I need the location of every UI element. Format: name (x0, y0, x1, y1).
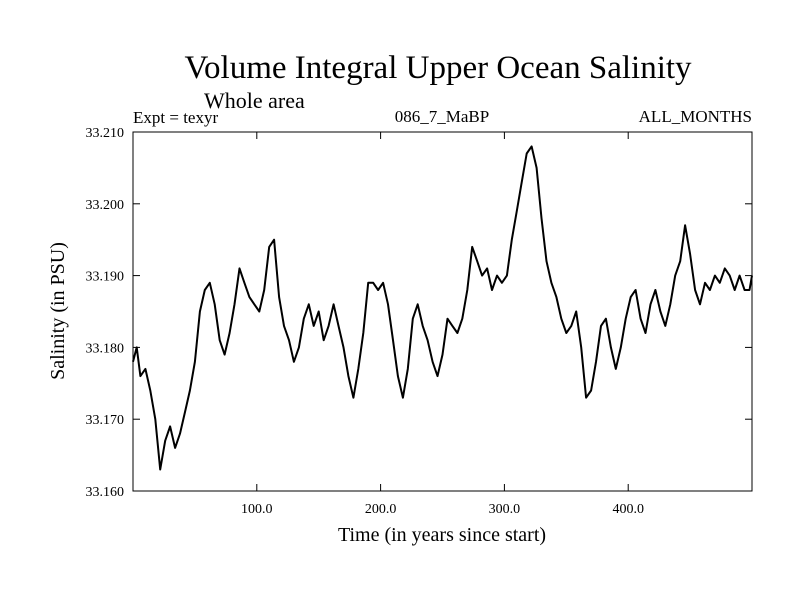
experiment-label: Expt = texyr (133, 108, 218, 127)
x-tick-label: 100.0 (241, 502, 273, 517)
y-axis-ticks: 33.160 33.170 33.180 33.190 33.200 33.210 (86, 126, 752, 500)
y-tick-label: 33.170 (86, 413, 125, 428)
y-axis-label: Salinity (in PSU) (47, 242, 69, 380)
x-tick-label: 200.0 (365, 502, 397, 517)
plot-frame (132, 131, 753, 492)
y-tick-label: 33.160 (86, 485, 125, 500)
salinity-series-line (132, 145, 753, 471)
y-tick-label: 33.190 (86, 270, 125, 285)
months-label: ALL_MONTHS (639, 107, 752, 126)
chart-subtitle: Whole area (204, 88, 305, 113)
x-axis-label: Time (in years since start) (338, 524, 546, 546)
y-tick-label: 33.180 (86, 341, 125, 356)
x-tick-label: 400.0 (612, 502, 644, 517)
y-tick-label: 33.200 (86, 198, 125, 213)
run-id-label: 086_7_MaBP (395, 107, 489, 126)
x-tick-label: 300.0 (489, 502, 521, 517)
y-tick-label: 33.210 (86, 126, 125, 141)
chart-title: Volume Integral Upper Ocean Salinity (184, 50, 692, 86)
x-axis-ticks: 100.0 200.0 300.0 400.0 (241, 132, 644, 517)
